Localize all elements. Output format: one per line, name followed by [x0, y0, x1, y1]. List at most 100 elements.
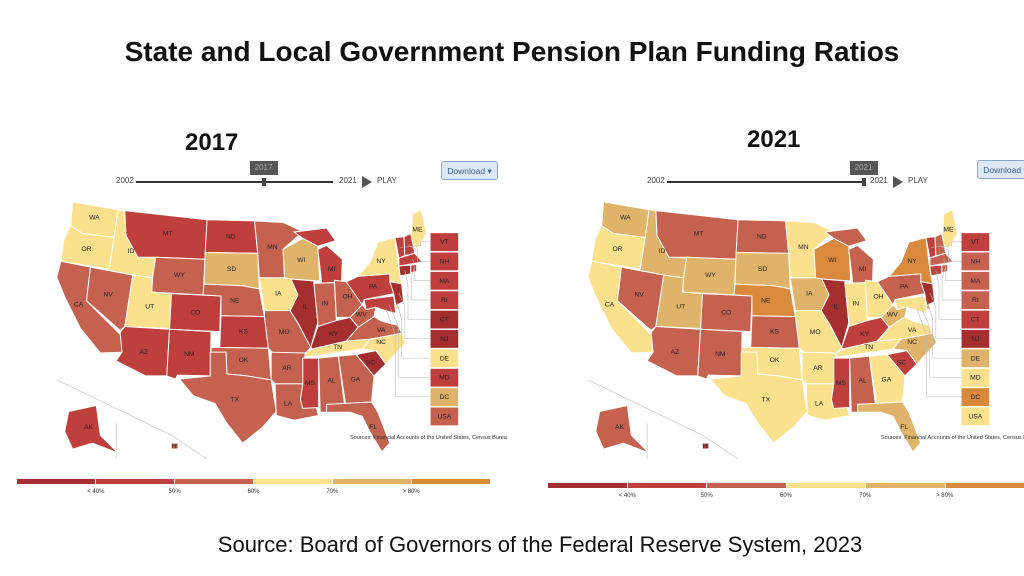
- play-button-label[interactable]: PLAY: [908, 176, 928, 185]
- state-mi[interactable]: [317, 244, 343, 284]
- legend-swatch: [786, 483, 865, 488]
- play-icon[interactable]: [362, 176, 372, 188]
- side-box-ct[interactable]: [961, 310, 990, 329]
- side-box-ct[interactable]: [430, 310, 459, 329]
- state-label-sd: SD: [758, 266, 767, 273]
- slider-end-label: 2021: [339, 176, 357, 185]
- side-box-de[interactable]: [430, 349, 459, 368]
- state-label-mt: MT: [694, 230, 704, 237]
- state-nm[interactable]: [697, 328, 743, 380]
- state-nj[interactable]: [389, 281, 405, 307]
- year-slider-handle[interactable]: [861, 178, 866, 186]
- side-box-ri[interactable]: [430, 291, 459, 310]
- side-box-dc[interactable]: [961, 388, 990, 406]
- download-button[interactable]: Download ▾: [977, 160, 1024, 179]
- state-tx[interactable]: [178, 351, 277, 444]
- state-label-ca: CA: [74, 302, 84, 309]
- state-label-or: OR: [81, 246, 91, 253]
- side-box-nh[interactable]: [961, 252, 990, 271]
- state-ak[interactable]: [595, 404, 650, 454]
- legend-label: 60%: [247, 489, 260, 495]
- state-label-in: IN: [853, 301, 860, 308]
- state-label-me: ME: [412, 226, 423, 233]
- source-caption: Source: Board of Governors of the Federa…: [217, 532, 863, 557]
- state-ga[interactable]: [868, 354, 906, 405]
- side-box-usa[interactable]: [961, 407, 990, 426]
- year-heading: 2021: [747, 126, 801, 153]
- year-slider-track[interactable]: [136, 181, 333, 183]
- state-mi[interactable]: [848, 244, 874, 284]
- inset-divider-line: [171, 434, 208, 459]
- download-button[interactable]: Download ▾: [441, 161, 498, 180]
- side-box-nh[interactable]: [430, 252, 459, 271]
- state-label-tx: TX: [761, 396, 770, 403]
- leader-line: [927, 302, 962, 359]
- state-label-sc: SC: [897, 360, 906, 367]
- state-ma[interactable]: [398, 252, 424, 267]
- side-box-dc[interactable]: [430, 388, 459, 406]
- year-slider-track[interactable]: [667, 181, 864, 183]
- state-ak[interactable]: [64, 404, 119, 454]
- slide-title: State and Local Government Pension Plan …: [124, 36, 900, 67]
- side-box-md[interactable]: [430, 368, 459, 387]
- state-label-ga: GA: [351, 377, 361, 384]
- state-label-mi: MI: [328, 266, 336, 273]
- side-box-de[interactable]: [961, 349, 990, 368]
- state-label-nm: NM: [715, 351, 726, 358]
- side-box-nj[interactable]: [961, 330, 990, 348]
- state-label-co: CO: [190, 309, 200, 316]
- state-label-ny: NY: [376, 258, 386, 265]
- side-box-ri[interactable]: [961, 291, 990, 310]
- legend-label: 60%: [779, 493, 793, 499]
- state-label-pa: PA: [369, 284, 378, 291]
- state-label-sc: SC: [366, 360, 375, 367]
- state-fl[interactable]: [857, 401, 922, 453]
- side-box-vt[interactable]: [961, 233, 990, 251]
- state-hi[interactable]: [171, 442, 178, 450]
- state-nj[interactable]: [920, 281, 936, 307]
- side-box-label-ma: MA: [970, 278, 981, 285]
- state-label-ks: KS: [239, 328, 248, 335]
- state-mi[interactable]: [823, 227, 868, 247]
- state-label-ne: NE: [761, 298, 771, 305]
- play-icon[interactable]: [893, 176, 903, 188]
- state-tx[interactable]: [709, 351, 808, 444]
- inset-divider-line: [587, 379, 703, 436]
- state-mi[interactable]: [292, 227, 337, 247]
- leader-line: [410, 268, 431, 301]
- side-box-ma[interactable]: [961, 271, 990, 290]
- state-label-ok: OK: [239, 357, 249, 364]
- state-label-wa: WA: [89, 215, 100, 222]
- state-label-nc: NC: [376, 339, 386, 346]
- state-hi[interactable]: [702, 442, 709, 450]
- state-label-ky: KY: [860, 331, 869, 338]
- side-box-md[interactable]: [961, 368, 990, 387]
- side-box-usa[interactable]: [430, 407, 459, 426]
- state-label-il: IL: [302, 303, 308, 310]
- state-label-oh: OH: [873, 294, 883, 301]
- side-box-vt[interactable]: [430, 233, 459, 251]
- legend-swatch: [707, 483, 786, 488]
- side-box-label-nj: NJ: [971, 336, 979, 343]
- legend-swatch: [945, 483, 1024, 488]
- state-fl[interactable]: [326, 401, 391, 453]
- state-ga[interactable]: [337, 354, 375, 405]
- side-box-nj[interactable]: [430, 330, 459, 348]
- state-label-wi: WI: [828, 257, 836, 264]
- legend-label: 50%: [700, 493, 713, 499]
- year-slider-handle[interactable]: [261, 178, 266, 186]
- side-box-label-ri: RI: [972, 297, 979, 304]
- side-box-ma[interactable]: [430, 271, 459, 290]
- state-nm[interactable]: [166, 328, 212, 380]
- side-box-label-dc: DC: [971, 394, 981, 401]
- state-label-sd: SD: [227, 266, 236, 273]
- state-label-wi: WI: [297, 257, 305, 264]
- play-button-label[interactable]: PLAY: [377, 176, 397, 185]
- state-label-il: IL: [833, 303, 839, 310]
- state-label-ar: AR: [282, 365, 291, 372]
- sources-note: Sources: Financial Accounts of the Unite…: [881, 435, 1024, 441]
- state-ma[interactable]: [929, 252, 955, 267]
- leader-line: [396, 302, 431, 359]
- state-label-ar: AR: [813, 365, 822, 372]
- inset-divider-line: [702, 434, 739, 459]
